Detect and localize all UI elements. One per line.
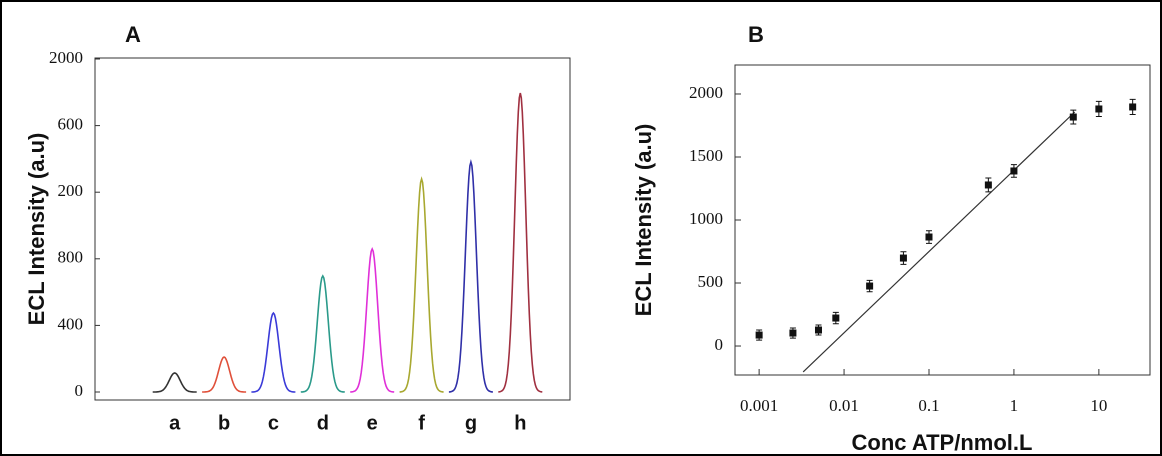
y-tick-label: 2000 xyxy=(49,48,83,67)
y-tick-label: 2000 xyxy=(689,83,723,102)
x-tick-label: 0.01 xyxy=(829,396,859,415)
point xyxy=(1095,105,1103,113)
peak xyxy=(350,246,395,393)
y-tick-label: 0 xyxy=(715,335,724,354)
x-tick-label: 1 xyxy=(1010,396,1019,415)
plot-frame-a xyxy=(94,57,571,401)
x-tick-label: f xyxy=(418,412,425,434)
y-tick-label: 1000 xyxy=(689,209,723,228)
point xyxy=(789,329,797,337)
peak xyxy=(152,372,197,393)
y-tick-label: 200 xyxy=(58,181,84,200)
point xyxy=(899,254,907,262)
point xyxy=(925,233,933,241)
point xyxy=(984,181,992,189)
x-tick-label: a xyxy=(169,412,181,434)
x-tick-label: h xyxy=(514,412,526,434)
y-tick-label: 800 xyxy=(58,248,84,267)
plot-frame-b xyxy=(734,64,1151,376)
point xyxy=(832,314,840,322)
point xyxy=(1129,103,1137,111)
y-axis-label: ECL Intensity (a.u) xyxy=(631,124,656,317)
x-tick-label: e xyxy=(367,412,378,434)
panel-label: B xyxy=(748,22,764,47)
y-tick-label: 0 xyxy=(75,381,84,400)
peak xyxy=(399,176,444,393)
peak xyxy=(448,159,493,393)
x-tick-label: 10 xyxy=(1090,396,1107,415)
panel-label: A xyxy=(125,22,141,47)
x-tick-label: 0.1 xyxy=(918,396,939,415)
point xyxy=(1069,113,1077,121)
y-tick-label: 400 xyxy=(58,314,84,333)
y-tick-label: 600 xyxy=(58,115,84,134)
x-tick-label: g xyxy=(465,412,477,434)
x-tick-label: d xyxy=(317,412,329,434)
x-axis-label: Conc ATP/nmol.L xyxy=(852,430,1033,455)
point xyxy=(755,331,763,339)
point xyxy=(1010,167,1018,175)
fit-line xyxy=(802,111,1076,373)
x-tick-label: 0.001 xyxy=(740,396,778,415)
point xyxy=(814,326,822,334)
peak xyxy=(251,311,296,393)
peak xyxy=(498,92,543,393)
peak xyxy=(300,274,345,393)
y-tick-label: 1500 xyxy=(689,146,723,165)
y-axis-label: ECL Intensity (a.u) xyxy=(24,133,49,326)
peak xyxy=(202,356,247,393)
y-tick-label: 500 xyxy=(698,272,724,291)
point xyxy=(866,282,874,290)
x-tick-label: b xyxy=(218,412,230,434)
x-tick-label: c xyxy=(268,412,279,434)
